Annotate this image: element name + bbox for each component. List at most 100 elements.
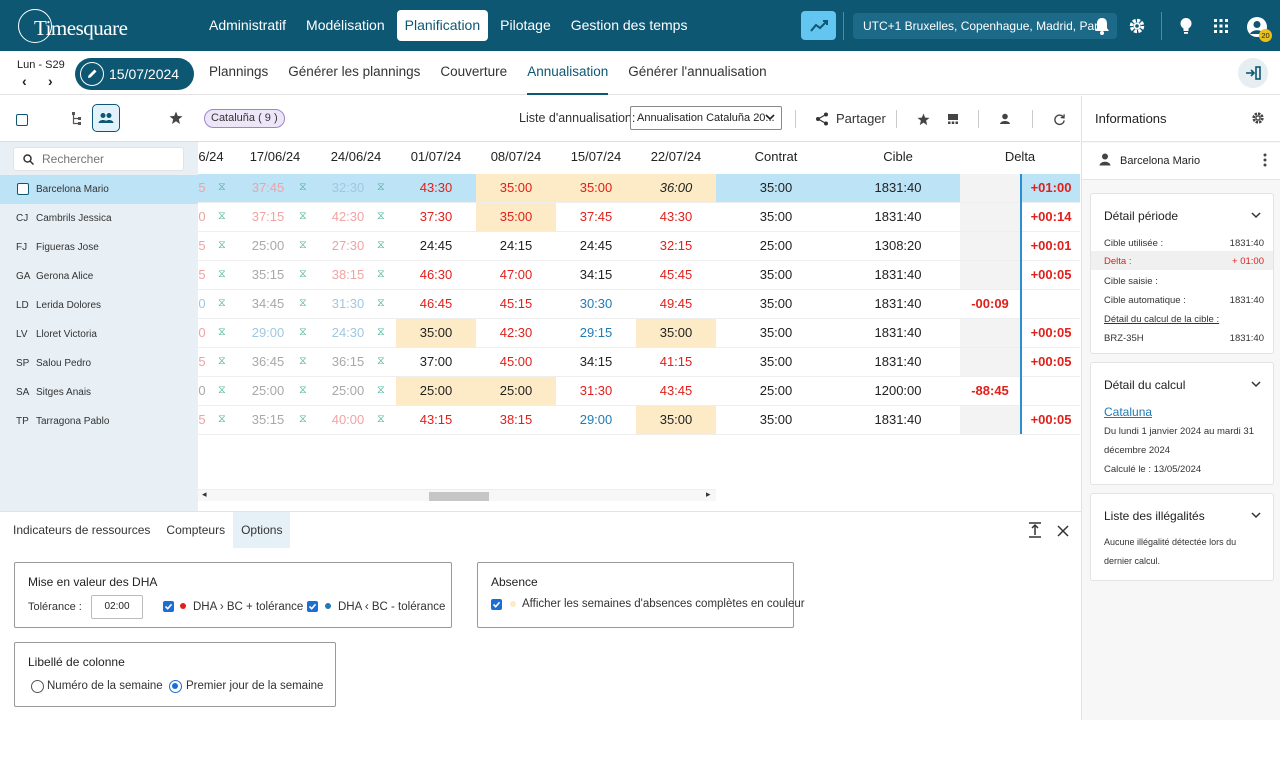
prev-week-button[interactable]: ‹ [22,73,27,89]
week-cell[interactable]: 35:15 [251,267,285,282]
dha-below-checkbox[interactable] [307,601,318,612]
week-cell[interactable]: 31:30 [579,383,613,398]
week-number-radio[interactable] [31,680,44,693]
week-cell[interactable]: 35:15 [251,412,285,427]
week-cell[interactable]: 47:00 [499,267,533,282]
employee-row[interactable]: FJ Figueras Jose [0,233,198,262]
week-cell[interactable]: 30:30 [579,296,613,311]
employee-row[interactable]: Barcelona Mario [0,175,198,204]
cataluna-link[interactable]: Cataluna [1104,405,1153,419]
horizontal-scrollbar[interactable]: ◂ ▸ [198,489,716,501]
employee-row[interactable]: GA Gerona Alice [0,262,198,291]
week-cell[interactable]: 24:45 [419,238,453,253]
settings-gear-icon[interactable] [1251,111,1265,130]
tab-indicateurs[interactable]: Indicateurs de ressources [13,523,151,537]
week-cell[interactable]: 37:00 [419,354,453,369]
table-row[interactable]: 5 35:15 40:00 43:15 38:15 29:00 35:00 ⧖ ⧖ ⧖ 35:00 1… [198,406,1080,435]
week-cell[interactable]: 37:45 [251,180,285,195]
week-cell[interactable]: 46:30 [419,267,453,282]
absence-color-checkbox[interactable] [491,599,502,610]
share-button[interactable]: Partager [836,111,886,126]
table-row[interactable]: 5 37:45 32:30 43:30 35:00 35:00 36:00 ⧖ ⧖ ⧖ 35:00 1… [198,174,1080,203]
employee-row[interactable]: SP Salou Pedro [0,349,198,378]
week-cell[interactable]: 42:30 [499,325,533,340]
week-cell[interactable]: 45:15 [499,296,533,311]
employee-row[interactable]: SA Sitges Anais [0,378,198,407]
week-cell[interactable]: 5 [198,354,206,369]
nav-gestion-des-temps[interactable]: Gestion des temps [570,17,688,33]
date-picker[interactable]: 15/07/2024 [75,58,194,90]
week-cell[interactable]: 40:00 [331,412,365,427]
week-cell[interactable]: 24:15 [499,238,533,253]
week-cell[interactable]: 5 [198,412,206,427]
week-cell[interactable]: 43:15 [419,412,453,427]
tab-generer-annualisation[interactable]: Générer l'annualisation [628,64,767,79]
gear-icon[interactable] [1126,15,1148,37]
week-cell[interactable]: 34:15 [579,267,613,282]
tolerance-input[interactable]: 02:00 [91,595,143,619]
employee-row[interactable]: LV Lloret Victoria [0,320,198,349]
table-row[interactable]: 0 25:00 25:00 25:00 25:00 31:30 43:45 ⧖ ⧖ ⧖ 25:00 1… [198,377,1080,406]
week-cell[interactable]: 24:45 [579,238,613,253]
week-cell[interactable]: 25:00 [251,238,285,253]
week-cell[interactable]: 36:45 [251,354,285,369]
close-icon[interactable] [1057,524,1069,542]
annualisation-list-select[interactable]: Annualisation Cataluña 20... [630,106,782,130]
table-row[interactable]: 0 34:45 31:30 46:45 45:15 30:30 49:45 ⧖ ⧖ ⧖ 35:00 1… [198,290,1080,319]
hierarchy-icon[interactable] [63,104,91,132]
apps-grid-icon[interactable] [1210,15,1232,37]
week-cell[interactable]: 36:15 [331,354,365,369]
week-cell[interactable]: 43:45 [659,383,693,398]
week-cell[interactable]: 43:30 [419,180,453,195]
bell-icon[interactable] [1091,15,1113,37]
week-cell[interactable]: 31:30 [331,296,365,311]
nav-pilotage[interactable]: Pilotage [500,17,551,33]
week-cell[interactable]: 35:00 [476,203,556,231]
employee-row[interactable]: CJ Cambrils Jessica [0,204,198,233]
week-cell[interactable]: 0 [198,383,206,398]
week-cell[interactable]: 34:15 [579,354,613,369]
scroll-left-arrow[interactable]: ◂ [202,489,207,499]
week-cell[interactable]: 42:30 [331,209,365,224]
week-cell[interactable]: 43:30 [659,209,693,224]
week-cell[interactable]: 34:45 [251,296,285,311]
week-cell[interactable]: 32:30 [331,180,365,195]
tab-compteurs[interactable]: Compteurs [166,523,226,537]
nav-administratif[interactable]: Administratif [209,17,287,33]
scrollbar-thumb[interactable] [429,492,489,501]
week-cell[interactable]: 35:00 [476,174,556,202]
tab-couverture[interactable]: Couverture [440,64,508,79]
star-icon[interactable] [162,104,190,132]
tab-options[interactable]: Options [233,512,291,548]
week-cell[interactable]: 49:45 [659,296,693,311]
week-cell[interactable]: 5 [198,180,206,195]
more-options-icon[interactable] [1263,153,1267,169]
table-row[interactable]: 5 25:00 27:30 24:45 24:15 24:45 32:15 ⧖ ⧖ ⧖ 25:00 1… [198,232,1080,261]
week-cell[interactable]: 25:00 [331,383,365,398]
week-cell[interactable]: 5 [198,267,206,282]
detail-calcul-cible-link[interactable]: Détail du calcul de la cible : [1104,314,1220,325]
user-avatar[interactable]: 20 [1244,14,1272,42]
week-cell[interactable]: 35:00 [636,406,716,434]
week-cell[interactable]: 0 [198,296,206,311]
week-cell[interactable]: 25:00 [251,383,285,398]
week-cell[interactable]: 41:15 [659,354,693,369]
week-cell[interactable]: 36:00 [636,174,716,202]
scroll-right-arrow[interactable]: ▸ [706,489,711,499]
week-cell[interactable]: 25:00 [476,377,556,405]
week-cell[interactable]: 46:45 [419,296,453,311]
resize-panel-icon[interactable] [1028,522,1042,543]
nav-modelisation[interactable]: Modélisation [306,17,385,33]
employee-checkbox[interactable] [17,183,29,195]
week-cell[interactable]: 37:15 [251,209,285,224]
table-row[interactable]: 5 35:15 38:15 46:30 47:00 34:15 45:45 ⧖ ⧖ ⧖ 35:00 1… [198,261,1080,290]
week-cell[interactable]: 25:00 [396,377,476,405]
week-cell[interactable]: 24:30 [331,325,365,340]
employee-row[interactable]: TP Tarragona Pablo [0,407,198,436]
dha-above-checkbox[interactable] [163,601,174,612]
timesquare-logo[interactable]: Timesquare [18,9,128,43]
display-options-icon[interactable] [944,110,962,128]
chevron-down-icon[interactable] [1251,375,1261,393]
week-cell[interactable]: 0 [198,209,206,224]
first-day-radio[interactable] [169,680,182,693]
